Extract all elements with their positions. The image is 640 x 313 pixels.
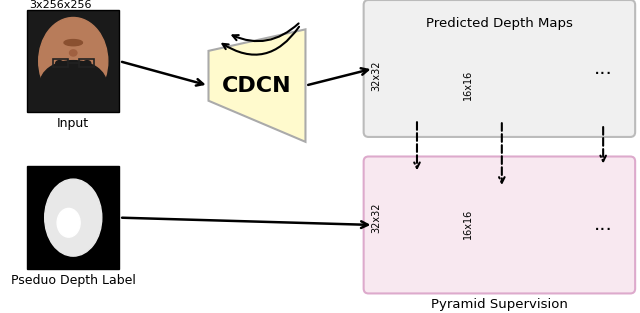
Ellipse shape [40,61,106,107]
FancyBboxPatch shape [383,176,451,259]
FancyBboxPatch shape [27,166,119,269]
Text: Pseduo Depth Label: Pseduo Depth Label [11,274,136,287]
FancyBboxPatch shape [475,191,529,257]
Text: CDCN: CDCN [222,75,292,95]
Text: ...: ... [594,59,612,78]
Bar [53,59,68,67]
Ellipse shape [83,61,91,66]
Ellipse shape [56,61,63,66]
Text: Input: Input [57,117,90,131]
Text: Predicted Depth Maps: Predicted Depth Maps [426,17,573,30]
Ellipse shape [487,58,516,106]
Ellipse shape [70,50,77,56]
Text: 32x32: 32x32 [371,203,381,233]
Ellipse shape [491,71,513,96]
Ellipse shape [403,58,431,90]
Text: 16x16: 16x16 [463,209,473,239]
Text: 3x256x256: 3x256x256 [29,0,92,10]
Ellipse shape [57,208,80,237]
Ellipse shape [45,179,102,256]
Ellipse shape [492,88,512,106]
FancyBboxPatch shape [364,0,635,137]
FancyBboxPatch shape [383,34,451,117]
Ellipse shape [404,79,430,102]
FancyBboxPatch shape [475,52,529,118]
Text: 32x32: 32x32 [371,60,381,91]
Ellipse shape [38,18,108,105]
Text: ...: ... [594,215,612,234]
Ellipse shape [398,42,436,102]
Text: Pyramid Supervision: Pyramid Supervision [431,298,568,311]
Ellipse shape [405,210,422,233]
Text: 16x16: 16x16 [463,70,473,100]
FancyBboxPatch shape [364,156,635,294]
Ellipse shape [64,39,83,46]
Polygon shape [209,29,305,142]
Bar [79,59,93,67]
Ellipse shape [485,199,518,249]
Ellipse shape [396,187,438,249]
Ellipse shape [493,218,506,237]
FancyBboxPatch shape [27,10,119,112]
